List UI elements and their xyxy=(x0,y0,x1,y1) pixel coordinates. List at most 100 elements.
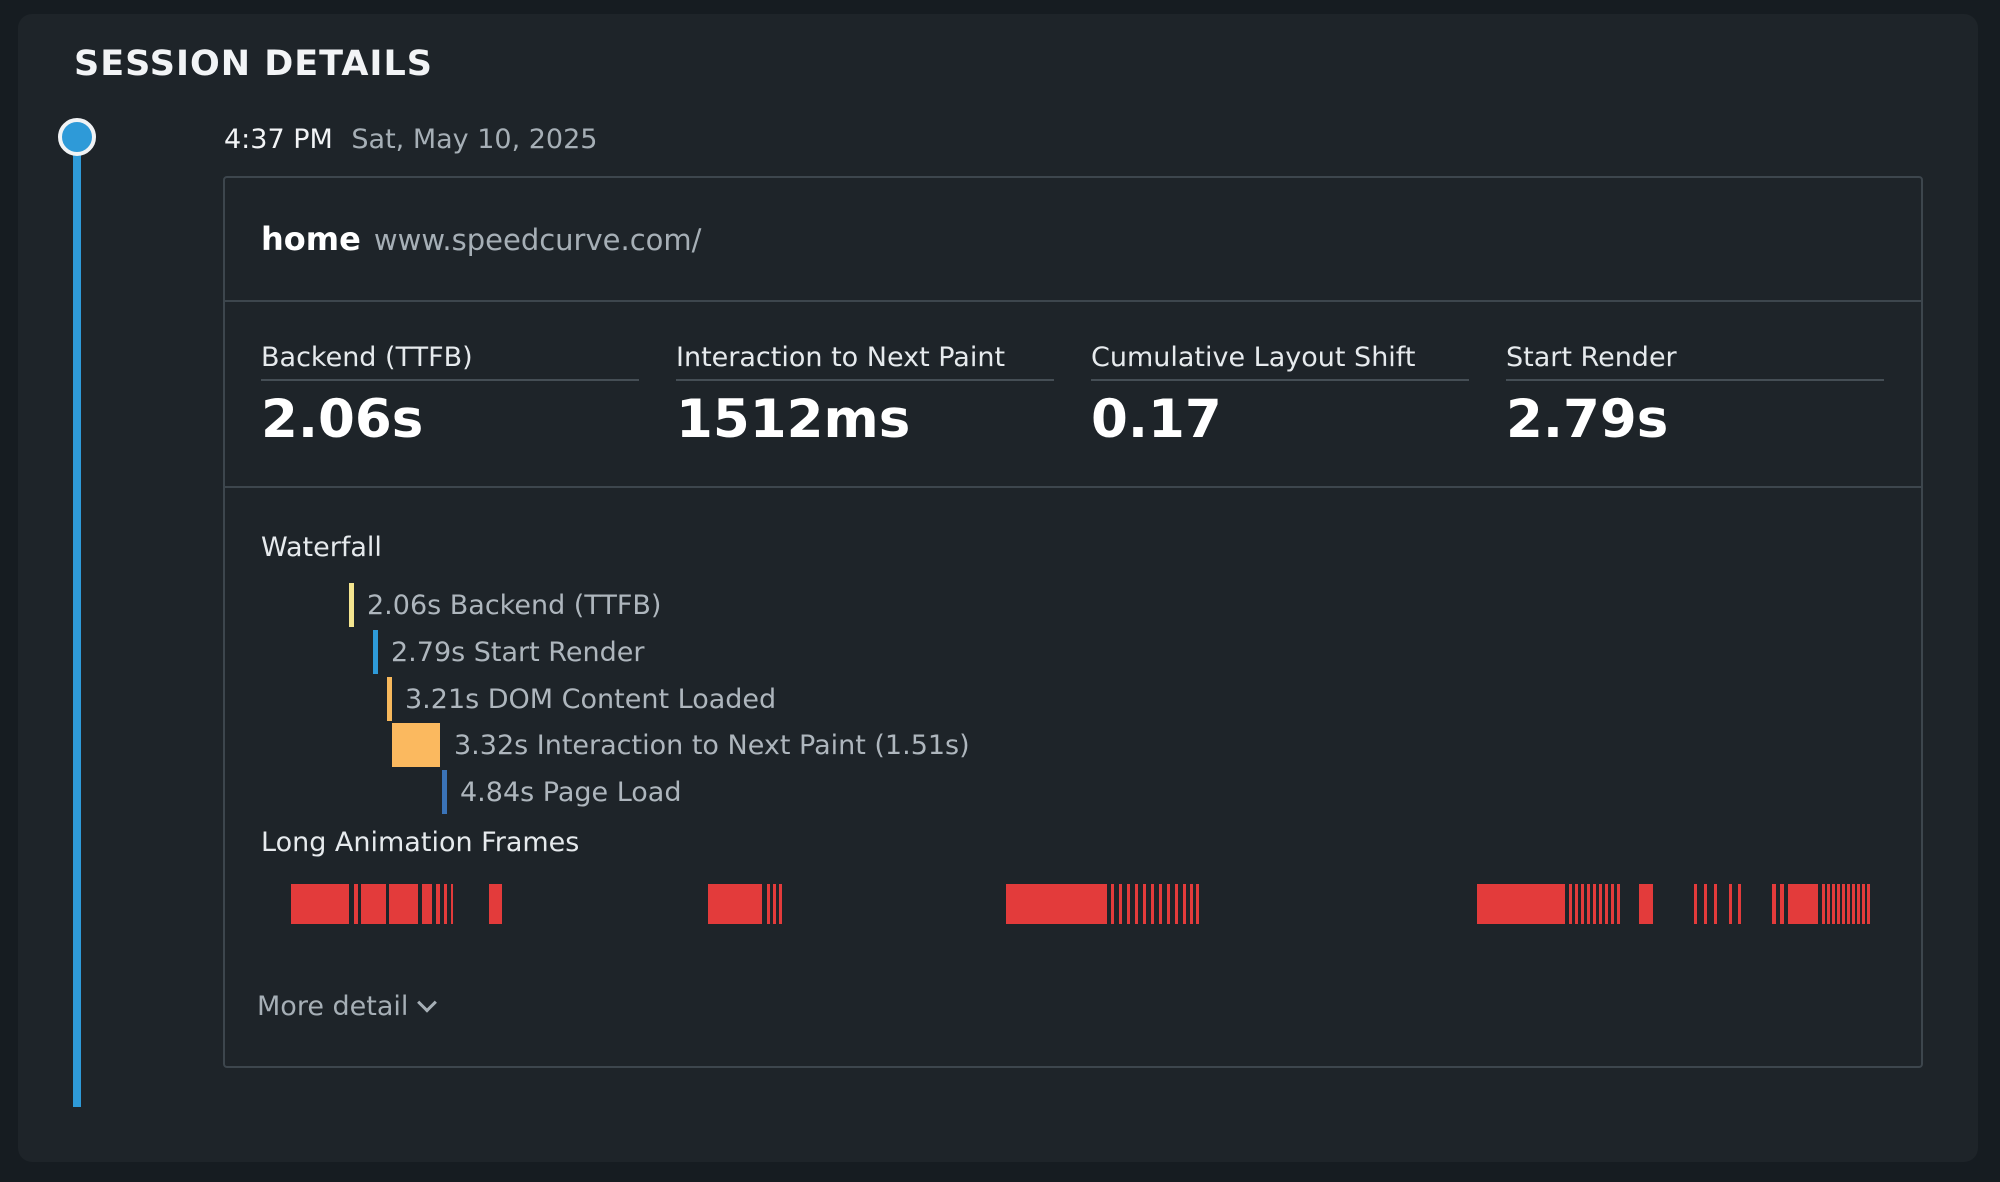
long-animation-frame-bar[interactable] xyxy=(1605,884,1608,924)
more-detail-button[interactable]: More detail xyxy=(257,991,438,1022)
long-animation-frame-bar[interactable] xyxy=(1006,884,1107,924)
long-animation-frame-bar[interactable] xyxy=(1111,884,1114,924)
waterfall-label: 3.32s Interaction to Next Paint (1.51s) xyxy=(454,729,970,761)
long-animation-frames-title: Long Animation Frames xyxy=(261,827,580,858)
long-animation-frame-bar[interactable] xyxy=(1190,884,1193,924)
long-animation-frame-bar[interactable] xyxy=(361,884,386,924)
pageview-card: home www.speedcurve.com/ Backend (TTFB) … xyxy=(223,176,1923,1068)
metric-value: 1512ms xyxy=(676,389,911,450)
waterfall-event-inp: 3.32s Interaction to Next Paint (1.51s) xyxy=(392,723,970,767)
long-animation-frame-bar[interactable] xyxy=(1827,884,1830,924)
long-animation-frame-bar[interactable] xyxy=(436,884,440,924)
long-animation-frame-bar[interactable] xyxy=(1852,884,1855,924)
long-animation-frame-bar[interactable] xyxy=(1857,884,1860,924)
long-animation-frame-bar[interactable] xyxy=(291,884,349,924)
metric-value: 0.17 xyxy=(1091,389,1222,450)
metric-value: 2.06s xyxy=(261,389,424,450)
metric-cls: Cumulative Layout Shift 0.17 xyxy=(1091,342,1469,450)
session-timestamp: 4:37 PM Sat, May 10, 2025 xyxy=(224,124,597,155)
session-date: Sat, May 10, 2025 xyxy=(351,124,598,155)
long-animation-frame-bar[interactable] xyxy=(1135,884,1138,924)
waterfall-marker xyxy=(392,723,440,767)
metric-label: Backend (TTFB) xyxy=(261,342,639,381)
long-animation-frame-bar[interactable] xyxy=(1617,884,1620,924)
long-animation-frame-bar[interactable] xyxy=(422,884,432,924)
waterfall-event-start-render: 2.79s Start Render xyxy=(373,630,644,674)
metric-ttfb: Backend (TTFB) 2.06s xyxy=(261,342,639,450)
long-animation-frame-bar[interactable] xyxy=(1837,884,1840,924)
long-animation-frame-bar[interactable] xyxy=(489,884,502,924)
long-animation-frame-bar[interactable] xyxy=(1847,884,1850,924)
long-animation-frame-bar[interactable] xyxy=(1477,884,1565,924)
waterfall-label: 2.06s Backend (TTFB) xyxy=(367,589,662,621)
long-animation-frame-bar[interactable] xyxy=(389,884,418,924)
long-animation-frame-bar[interactable] xyxy=(1639,884,1653,924)
session-time: 4:37 PM xyxy=(224,124,333,155)
metrics-row: Backend (TTFB) 2.06s Interaction to Next… xyxy=(225,302,1921,488)
metric-value: 2.79s xyxy=(1506,389,1669,450)
timeline-dot-icon xyxy=(58,118,96,156)
waterfall-marker xyxy=(373,630,378,674)
long-animation-frame-bar[interactable] xyxy=(1151,884,1154,924)
long-animation-frame-bar[interactable] xyxy=(1175,884,1178,924)
long-animation-frame-bar[interactable] xyxy=(1587,884,1590,924)
session-details-panel: SESSION DETAILS 4:37 PM Sat, May 10, 202… xyxy=(18,14,1978,1162)
long-animation-frame-bar[interactable] xyxy=(779,884,782,924)
long-animation-frame-bar[interactable] xyxy=(1581,884,1584,924)
long-animation-frame-bar[interactable] xyxy=(1867,884,1870,924)
page-url[interactable]: www.speedcurve.com/ xyxy=(373,223,702,257)
waterfall-label: 2.79s Start Render xyxy=(391,636,645,668)
metric-start-render: Start Render 2.79s xyxy=(1506,342,1884,450)
long-animation-frame-bar[interactable] xyxy=(1780,884,1784,924)
long-animation-frame-bar[interactable] xyxy=(1772,884,1776,924)
page-label: home xyxy=(261,220,361,258)
waterfall-marker xyxy=(349,583,354,627)
long-animation-frame-bar[interactable] xyxy=(451,884,453,924)
timeline-line xyxy=(73,152,81,1107)
long-animation-frame-bar[interactable] xyxy=(1569,884,1572,924)
metric-label: Start Render xyxy=(1506,342,1884,381)
long-animation-frame-bar[interactable] xyxy=(1593,884,1596,924)
long-animation-frame-bar[interactable] xyxy=(1119,884,1122,924)
long-animation-frame-bar[interactable] xyxy=(1832,884,1835,924)
metric-label: Cumulative Layout Shift xyxy=(1091,342,1469,381)
long-animation-frame-bar[interactable] xyxy=(1143,884,1146,924)
waterfall-label: 4.84s Page Load xyxy=(460,776,682,808)
long-animation-frame-bar[interactable] xyxy=(1729,884,1732,924)
long-animation-frame-bar[interactable] xyxy=(1575,884,1578,924)
waterfall-event-page-load: 4.84s Page Load xyxy=(442,770,681,814)
long-animation-frame-bar[interactable] xyxy=(1822,884,1825,924)
metric-label: Interaction to Next Paint xyxy=(676,342,1054,381)
long-animation-frame-bar[interactable] xyxy=(1167,884,1170,924)
waterfall-label: 3.21s DOM Content Loaded xyxy=(405,683,777,715)
waterfall-event-dcl: 3.21s DOM Content Loaded xyxy=(387,677,776,721)
waterfall-marker xyxy=(387,677,392,721)
more-detail-label: More detail xyxy=(257,991,409,1022)
long-animation-frame-bar[interactable] xyxy=(1599,884,1602,924)
long-animation-frame-bar[interactable] xyxy=(708,884,762,924)
pageview-header: home www.speedcurve.com/ xyxy=(225,178,1921,302)
long-animation-frame-bar[interactable] xyxy=(1714,884,1717,924)
long-animation-frame-bar[interactable] xyxy=(1183,884,1186,924)
long-animation-frame-bar[interactable] xyxy=(767,884,770,924)
long-animation-frame-bar[interactable] xyxy=(1704,884,1707,924)
page-title: SESSION DETAILS xyxy=(74,44,433,84)
long-animation-frame-bar[interactable] xyxy=(1738,884,1741,924)
long-animation-frame-bar[interactable] xyxy=(354,884,358,924)
waterfall-section: Waterfall 2.06s Backend (TTFB) 2.79s Sta… xyxy=(225,488,1921,1066)
long-animation-frame-bar[interactable] xyxy=(1127,884,1130,924)
long-animation-frame-bar[interactable] xyxy=(1788,884,1818,924)
long-animation-frame-bar[interactable] xyxy=(1694,884,1697,924)
long-animation-frame-bar[interactable] xyxy=(444,884,447,924)
long-animation-frame-bar[interactable] xyxy=(1159,884,1162,924)
chevron-down-icon xyxy=(417,992,438,1013)
waterfall-event-ttfb: 2.06s Backend (TTFB) xyxy=(349,583,661,627)
long-animation-frame-bar[interactable] xyxy=(1196,884,1199,924)
waterfall-marker xyxy=(442,770,447,814)
waterfall-title: Waterfall xyxy=(261,532,382,563)
metric-inp: Interaction to Next Paint 1512ms xyxy=(676,342,1054,450)
long-animation-frame-bar[interactable] xyxy=(773,884,776,924)
long-animation-frame-bar[interactable] xyxy=(1611,884,1614,924)
long-animation-frame-bar[interactable] xyxy=(1862,884,1865,924)
long-animation-frame-bar[interactable] xyxy=(1842,884,1845,924)
